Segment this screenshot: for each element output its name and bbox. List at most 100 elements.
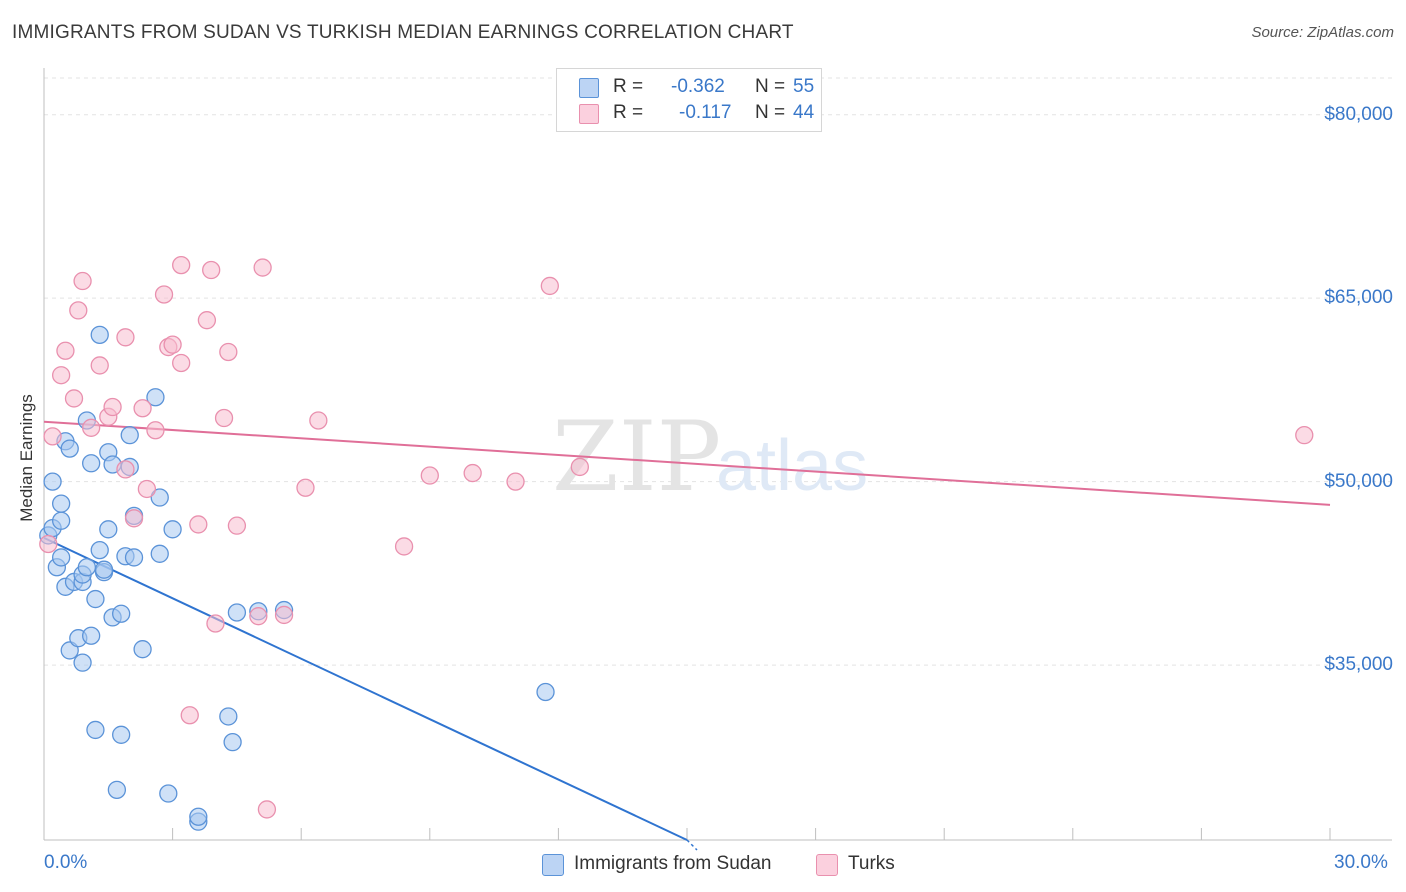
point-turks (309, 411, 328, 430)
point-turks (103, 397, 122, 417)
point-turks (82, 418, 101, 437)
point-sudan (159, 784, 178, 803)
point-turks (51, 366, 71, 385)
legend-r-label: R = (613, 102, 644, 123)
legend-bottom-swatch-sudan (542, 854, 564, 876)
point-sudan (163, 520, 182, 539)
point-sudan (189, 807, 208, 826)
watermark: ZIP atlas (552, 401, 868, 513)
point-turks (56, 341, 75, 360)
point-sudan (227, 603, 247, 622)
point-turks (39, 534, 58, 554)
point-sudan (99, 520, 118, 539)
legend-swatch-turks (579, 104, 599, 124)
point-turks (69, 301, 88, 320)
point-turks (257, 800, 277, 819)
legend-item-sudan[interactable]: Immigrants from Sudan (542, 852, 792, 878)
point-sudan (51, 494, 71, 513)
point-sudan (82, 454, 101, 473)
point-sudan (112, 725, 131, 744)
point-sudan (219, 707, 238, 726)
point-turks (296, 478, 315, 497)
point-turks (90, 356, 109, 375)
point-turks (133, 399, 152, 418)
point-turks (219, 342, 238, 362)
point-turks (197, 311, 217, 330)
point-turks (116, 328, 135, 347)
trendline-sudan (43, 536, 688, 841)
y-tick-label: $65,000 (1324, 287, 1393, 309)
point-sudan (146, 388, 165, 407)
y-axis-label: Median Earnings (17, 394, 36, 522)
x-tick-min: 0.0% (44, 852, 88, 873)
point-turks (180, 706, 199, 725)
point-turks (570, 457, 589, 477)
point-sudan (107, 780, 127, 800)
point-turks (202, 260, 221, 280)
point-turks (73, 271, 92, 291)
point-turks (420, 466, 439, 485)
legend-r-value-sudan: -0.362 (671, 76, 725, 97)
trendline-sudan-extension (686, 839, 698, 851)
point-turks (1295, 425, 1314, 445)
source-label: Source: ZipAtlas.com (1251, 24, 1394, 41)
point-sudan (82, 626, 101, 645)
point-turks (64, 389, 84, 408)
point-sudan (51, 548, 71, 567)
point-sudan (51, 511, 71, 530)
point-turks (124, 509, 144, 528)
point-sudan (60, 439, 79, 458)
point-sudan (86, 720, 105, 740)
point-turks (214, 408, 234, 428)
point-turks (137, 479, 157, 499)
point-turks (227, 516, 247, 535)
legend-n-value-turks: 44 (793, 102, 815, 123)
correlation-legend: R = -0.362 N = 55 R = -0.117 N = 44 (556, 68, 822, 132)
legend-r-value-turks: -0.117 (679, 102, 732, 123)
legend-bottom-label-turks: Turks (848, 853, 895, 874)
point-sudan (536, 682, 555, 702)
y-tick-label: $50,000 (1324, 470, 1393, 492)
point-sudan (150, 488, 169, 507)
y-tick-label: $35,000 (1324, 654, 1393, 676)
legend-n-label: N = (755, 102, 786, 123)
point-turks (189, 515, 208, 534)
legend-r-label: R = (613, 76, 644, 97)
point-sudan (90, 325, 109, 345)
point-turks (154, 285, 174, 304)
point-turks (116, 460, 135, 479)
point-turks (253, 258, 272, 277)
point-turks (540, 276, 559, 296)
legend-swatch-sudan (579, 78, 599, 98)
y-tick-label: $80,000 (1324, 103, 1393, 125)
legend-item-turks[interactable]: Turks (816, 852, 916, 878)
point-turks (146, 421, 165, 440)
point-sudan (73, 653, 92, 672)
point-turks (206, 614, 225, 633)
legend-n-value-sudan: 55 (793, 76, 815, 97)
point-turks (463, 463, 482, 483)
point-sudan (150, 544, 169, 563)
point-sudan (90, 540, 109, 560)
point-turks (274, 605, 294, 625)
legend-bottom-swatch-turks (816, 854, 838, 876)
point-sudan (43, 472, 62, 491)
point-turks (394, 537, 414, 556)
point-turks (43, 427, 62, 446)
point-sudan (120, 425, 139, 445)
chart-title: IMMIGRANTS FROM SUDAN VS TURKISH MEDIAN … (12, 22, 794, 43)
trendline-turks (43, 420, 1331, 506)
point-sudan (86, 589, 105, 609)
point-sudan (94, 560, 114, 579)
point-turks (172, 353, 191, 373)
legend-n-label: N = (755, 76, 786, 97)
x-tick-max: 30.0% (1334, 852, 1388, 873)
point-turks (506, 472, 525, 491)
point-turks (249, 607, 268, 626)
point-sudan (112, 604, 131, 623)
legend-bottom-label-sudan: Immigrants from Sudan (574, 853, 772, 874)
point-sudan (223, 733, 242, 752)
point-turks (163, 335, 182, 354)
point-turks (172, 255, 191, 275)
